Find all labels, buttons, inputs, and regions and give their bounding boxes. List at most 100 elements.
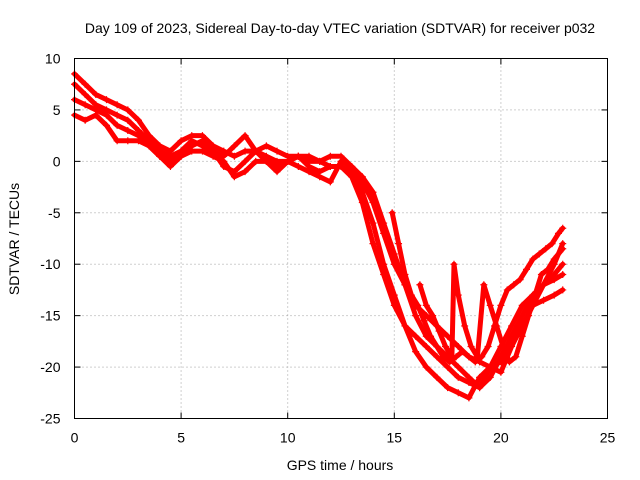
data-point-marker: [512, 353, 520, 361]
y-tick-label: -25: [40, 411, 60, 427]
data-point-marker: [390, 301, 398, 309]
data-point-marker: [497, 301, 505, 309]
series-track-5: [388, 209, 567, 366]
data-point-marker: [493, 322, 501, 330]
data-point-marker: [454, 363, 462, 371]
x-tick-label: 15: [387, 430, 403, 446]
data-point-marker: [348, 163, 356, 170]
data-point-marker: [390, 250, 398, 258]
x-axis-label: GPS time / hours: [287, 457, 394, 473]
data-point-marker: [433, 343, 441, 350]
data-point-marker: [535, 250, 543, 258]
data-point-marker: [554, 229, 562, 237]
series-line: [417, 246, 566, 365]
data-point-marker: [548, 240, 556, 248]
data-point-marker: [166, 163, 174, 170]
data-point-marker: [369, 240, 377, 248]
data-point-marker: [484, 343, 492, 350]
plot-frame: [74, 58, 608, 419]
data-point-marker: [316, 168, 324, 176]
data-point-marker: [454, 389, 462, 397]
data-point-marker: [412, 332, 420, 340]
data-point-marker: [92, 91, 100, 98]
series-line: [72, 71, 566, 375]
grid-lines: [74, 58, 608, 419]
data-point-marker: [209, 152, 217, 160]
data-point-marker: [348, 173, 356, 181]
data-point-marker: [446, 358, 454, 366]
data-point-marker: [525, 312, 533, 320]
data-point-marker: [441, 343, 449, 350]
data-point-marker: [454, 291, 462, 299]
data-point-marker: [326, 163, 334, 170]
series-track-6: [416, 245, 567, 366]
data-point-marker: [241, 168, 249, 176]
data-point-marker: [542, 245, 550, 253]
data-point-marker: [444, 363, 452, 371]
data-point-marker: [220, 157, 228, 165]
data-point-marker: [241, 132, 249, 140]
data-point-marker: [284, 157, 292, 165]
data-point-marker: [550, 271, 558, 278]
y-tick-label: 0: [53, 153, 61, 169]
data-point-marker: [416, 281, 424, 289]
data-point-marker: [198, 137, 206, 145]
data-point-marker: [305, 163, 313, 170]
data-point-marker: [444, 384, 452, 392]
data-point-marker: [358, 199, 366, 206]
data-point-marker: [230, 142, 238, 150]
data-point-marker: [497, 358, 505, 366]
data-point-marker: [369, 219, 377, 227]
data-point-marker: [262, 157, 270, 165]
x-tick-label: 25: [600, 430, 616, 446]
series-track-4: [71, 111, 567, 392]
data-point-marker: [559, 245, 567, 253]
data-point-marker: [113, 111, 121, 119]
data-point-marker: [518, 301, 526, 309]
data-point-marker: [414, 301, 422, 309]
data-point-marker: [531, 291, 539, 299]
y-tick-label: -15: [40, 308, 60, 324]
data-point-marker: [252, 157, 260, 165]
chart-title: Day 109 of 2023, Sidereal Day-to-day VTE…: [85, 20, 595, 36]
data-point-marker: [124, 106, 132, 114]
data-point-marker: [522, 265, 530, 273]
y-tick-label: -10: [40, 256, 60, 272]
data-point-marker: [326, 178, 334, 186]
data-point-marker: [124, 137, 132, 145]
data-point-marker: [369, 188, 377, 196]
data-point-marker: [540, 296, 548, 304]
data-point-marker: [559, 260, 567, 268]
data-point-marker: [422, 363, 430, 371]
data-point-marker: [420, 317, 428, 325]
data-point-marker: [337, 152, 345, 160]
data-point-marker: [540, 281, 548, 289]
data-point-marker: [516, 276, 524, 284]
data-point-marker: [241, 147, 249, 155]
data-point-marker: [473, 353, 481, 361]
data-point-marker: [198, 147, 206, 155]
data-point-marker: [433, 373, 441, 381]
data-point-marker: [305, 152, 313, 160]
data-point-marker: [518, 332, 526, 340]
data-point-marker: [102, 121, 110, 129]
data-point-marker: [358, 173, 366, 181]
data-point-marker: [503, 286, 511, 294]
data-point-marker: [113, 101, 121, 109]
data-point-marker: [508, 322, 516, 330]
data-point-marker: [486, 373, 494, 381]
data-point-marker: [486, 301, 494, 309]
data-point-marker: [401, 271, 409, 278]
y-axis-label: SDTVAR / TECUs: [6, 183, 22, 295]
data-point-marker: [550, 291, 558, 299]
data-point-marker: [81, 101, 89, 109]
x-tick-label: 10: [280, 430, 296, 446]
data-point-marker: [412, 312, 420, 320]
data-point-marker: [559, 224, 567, 232]
data-point-marker: [230, 152, 238, 160]
data-point-marker: [429, 312, 437, 320]
y-tick-label: -20: [40, 359, 60, 375]
data-point-marker: [273, 163, 281, 170]
data-point-marker: [465, 353, 473, 361]
